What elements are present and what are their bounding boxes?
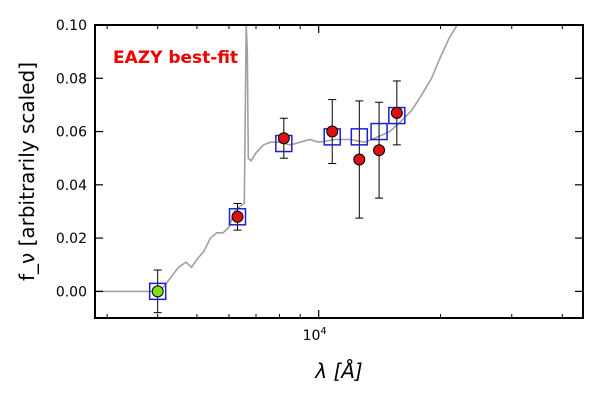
observed-point-6 [391, 107, 402, 118]
observed-point-4 [354, 154, 365, 165]
y-tick-label-5: 0.10 [56, 18, 87, 34]
observed-point-0 [152, 286, 163, 297]
observed-point-1 [232, 211, 243, 222]
annotation-text: EAZY best-fit [113, 48, 238, 68]
x-tick-label-10000: 104 [303, 326, 327, 344]
observed-point-3 [327, 126, 338, 137]
x-axis-label: λ [Å] [314, 359, 362, 383]
y-tick-label-1: 0.02 [56, 231, 87, 247]
y-axis-label: f_ν [arbitrarily scaled] [15, 62, 39, 281]
y-tick-label-2: 0.04 [56, 178, 87, 194]
errorbar-layer [154, 81, 401, 313]
x-tick-label-exponent: 4 [320, 326, 326, 337]
observed-point-5 [374, 145, 385, 156]
y-tick-label-3: 0.06 [56, 125, 87, 141]
model-box-layer [150, 108, 405, 300]
plot-frame [95, 25, 583, 318]
y-tick-label-4: 0.08 [56, 71, 87, 87]
y-tick-label-0: 0.00 [56, 284, 87, 300]
observed-point-2 [278, 133, 289, 144]
